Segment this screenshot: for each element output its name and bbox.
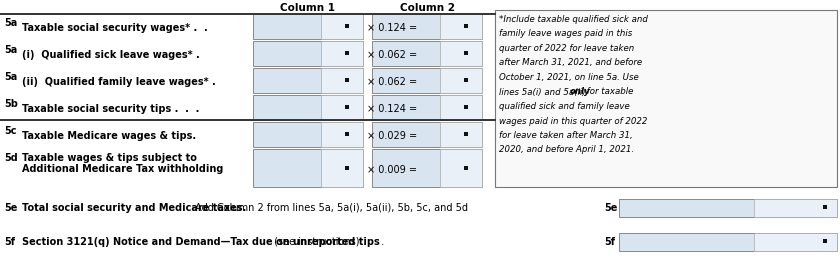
Text: Taxable wages & tips subject to: Taxable wages & tips subject to <box>22 153 197 163</box>
Text: × 0.062 =: × 0.062 = <box>367 50 417 60</box>
Text: lines 5a(i) and 5a(ii): lines 5a(i) and 5a(ii) <box>499 87 588 97</box>
Bar <box>253 14 363 39</box>
Bar <box>440 68 482 93</box>
Text: (see instructions)   .   .: (see instructions) . . <box>271 237 384 247</box>
Bar <box>823 239 827 243</box>
Text: for taxable: for taxable <box>585 87 633 97</box>
Bar <box>464 78 468 82</box>
Text: 5f: 5f <box>604 237 615 247</box>
Text: *Include taxable qualified sick and: *Include taxable qualified sick and <box>499 15 648 24</box>
Bar <box>321 95 363 120</box>
Bar <box>464 166 468 170</box>
Text: 5a: 5a <box>4 45 18 55</box>
Text: (i)  Qualified sick leave wages* .: (i) Qualified sick leave wages* . <box>22 50 200 60</box>
Text: 5e: 5e <box>4 203 18 213</box>
Bar <box>321 149 363 187</box>
Bar <box>440 14 482 39</box>
Text: October 1, 2021, on line 5a. Use: October 1, 2021, on line 5a. Use <box>499 73 638 82</box>
Bar <box>464 132 468 136</box>
Bar <box>253 68 363 93</box>
Bar <box>754 199 837 217</box>
Bar <box>372 14 482 39</box>
Bar <box>253 95 363 120</box>
Bar <box>495 10 837 187</box>
Bar <box>619 233 837 251</box>
Text: only: only <box>570 87 591 97</box>
Text: 5e: 5e <box>604 203 617 213</box>
Text: after March 31, 2021, and before: after March 31, 2021, and before <box>499 58 642 68</box>
Text: quarter of 2022 for leave taken: quarter of 2022 for leave taken <box>499 44 634 53</box>
Text: for leave taken after March 31,: for leave taken after March 31, <box>499 131 633 140</box>
Text: Column 1: Column 1 <box>281 3 335 13</box>
Bar <box>440 149 482 187</box>
Text: × 0.062 =: × 0.062 = <box>367 77 417 87</box>
Bar <box>372 149 482 187</box>
Bar <box>345 78 349 82</box>
Text: × 0.029 =: × 0.029 = <box>367 131 417 141</box>
Text: Column 2: Column 2 <box>400 3 454 13</box>
Bar <box>372 95 482 120</box>
Text: 5d: 5d <box>4 153 18 163</box>
Text: Section 3121(q) Notice and Demand—Tax due on unreported tips: Section 3121(q) Notice and Demand—Tax du… <box>22 237 380 247</box>
Bar <box>253 41 363 66</box>
Bar <box>372 122 482 147</box>
Bar <box>321 14 363 39</box>
Bar <box>440 122 482 147</box>
Bar <box>253 149 363 187</box>
Bar <box>321 122 363 147</box>
Bar <box>345 105 349 109</box>
Text: qualified sick and family leave: qualified sick and family leave <box>499 102 630 111</box>
Bar <box>619 199 837 217</box>
Text: 5a: 5a <box>4 72 18 82</box>
Bar <box>372 41 482 66</box>
Bar <box>372 68 482 93</box>
Text: family leave wages paid in this: family leave wages paid in this <box>499 30 633 38</box>
Bar <box>253 122 363 147</box>
Bar <box>440 95 482 120</box>
Text: × 0.124 =: × 0.124 = <box>367 23 417 33</box>
Text: 5c: 5c <box>4 126 17 136</box>
Text: 5b: 5b <box>4 99 18 109</box>
Text: × 0.009 =: × 0.009 = <box>367 165 417 175</box>
Text: 2020, and before April 1, 2021.: 2020, and before April 1, 2021. <box>499 146 634 154</box>
Text: Taxable Medicare wages & tips.: Taxable Medicare wages & tips. <box>22 131 196 141</box>
Bar <box>754 233 837 251</box>
Text: 5a: 5a <box>4 18 18 28</box>
Text: wages paid in this quarter of 2022: wages paid in this quarter of 2022 <box>499 116 648 126</box>
Text: (ii)  Qualified family leave wages* .: (ii) Qualified family leave wages* . <box>22 77 216 87</box>
Bar <box>464 105 468 109</box>
Bar <box>345 24 349 28</box>
Bar <box>321 68 363 93</box>
Text: Taxable social security wages* .  .: Taxable social security wages* . . <box>22 23 207 33</box>
Text: × 0.124 =: × 0.124 = <box>367 104 417 114</box>
Bar <box>345 132 349 136</box>
Bar <box>464 24 468 28</box>
Text: 5f: 5f <box>4 237 15 247</box>
Bar <box>345 166 349 170</box>
Bar <box>321 41 363 66</box>
Bar <box>823 205 827 209</box>
Bar <box>440 41 482 66</box>
Bar <box>464 51 468 55</box>
Text: Additional Medicare Tax withholding: Additional Medicare Tax withholding <box>22 164 223 174</box>
Text: Total social security and Medicare taxes.: Total social security and Medicare taxes… <box>22 203 246 213</box>
Text: Taxable social security tips .  .  .: Taxable social security tips . . . <box>22 104 199 114</box>
Text: Add Column 2 from lines 5a, 5a(i), 5a(ii), 5b, 5c, and 5d: Add Column 2 from lines 5a, 5a(i), 5a(ii… <box>192 203 468 213</box>
Bar <box>345 51 349 55</box>
